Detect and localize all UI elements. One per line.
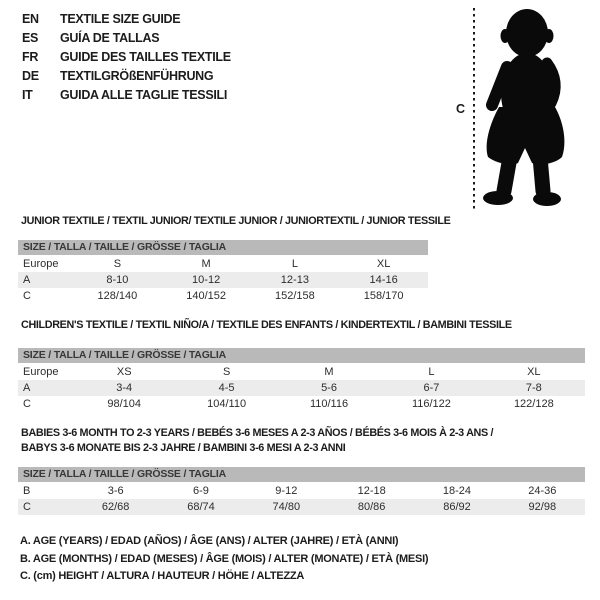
size-cell: 86/92 xyxy=(443,501,471,513)
language-code: FR xyxy=(22,50,39,64)
section-title: BABYS 3-6 MONATE BIS 2-3 JAHRE / BAMBINI… xyxy=(21,442,346,454)
language-title: GUIDE DES TAILLES TEXTILE xyxy=(60,50,231,64)
size-cell: 80/86 xyxy=(357,501,386,513)
size-cell: M xyxy=(324,366,334,378)
size-cell: 24-36 xyxy=(528,485,557,497)
table-row: A 3-4 4-5 5-6 6-7 7-8 xyxy=(18,380,585,396)
note-age-years: A. AGE (YEARS) / EDAD (AÑOS) / ÂGE (ANS)… xyxy=(20,535,399,547)
size-cell: 122/128 xyxy=(513,398,554,410)
junior-size-section: JUNIOR TEXTILE / TEXTIL JUNIOR/ TEXTILE … xyxy=(18,214,451,304)
row-label: A xyxy=(23,382,31,394)
size-cell: 14-16 xyxy=(369,274,398,286)
size-cell: 74/80 xyxy=(272,501,301,513)
language-code: ES xyxy=(22,31,39,45)
row-label: Europe xyxy=(23,366,59,378)
size-cell: 8-10 xyxy=(106,274,129,286)
size-cell: 158/170 xyxy=(363,290,404,302)
note-age-months: B. AGE (MONTHS) / EDAD (MESES) / ÂGE (MO… xyxy=(20,552,429,565)
size-cell: L xyxy=(291,258,298,270)
section-title: CHILDREN'S TEXTILE / TEXTIL NIÑO/A / TEX… xyxy=(21,319,512,331)
size-cell: 3-6 xyxy=(107,485,124,497)
row-label: C xyxy=(23,290,31,302)
language-row-en: EN TEXTILE SIZE GUIDE xyxy=(22,10,231,29)
size-cell: XS xyxy=(116,366,132,378)
row-label: C xyxy=(23,501,31,513)
language-row-it: IT GUIDA ALLE TAGLIE TESSILI xyxy=(22,86,231,105)
size-cell: 6-7 xyxy=(423,382,440,394)
table-header-bar: SIZE / TALLA / TAILLE / GRÖSSE / TAGLIA xyxy=(18,348,585,363)
row-label: Europe xyxy=(23,258,59,270)
table-row: C 128/140 140/152 152/158 158/170 xyxy=(18,288,428,304)
size-cell: L xyxy=(428,366,435,378)
language-row-es: ES GUÍA DE TALLAS xyxy=(22,29,231,48)
language-code: IT xyxy=(22,88,33,102)
size-cell: S xyxy=(113,258,122,270)
baby-silhouette-icon xyxy=(483,9,565,206)
size-cell: 62/68 xyxy=(101,501,130,513)
note-height: C. (cm) HEIGHT / ALTURA / HAUTEUR / HÖHE… xyxy=(20,570,305,582)
size-table: SIZE / TALLA / TAILLE / GRÖSSE / TAGLIA E… xyxy=(18,240,428,304)
size-cell: XL xyxy=(527,366,541,378)
size-cell: 9-12 xyxy=(275,485,298,497)
table-header-bar: SIZE / TALLA / TAILLE / GRÖSSE / TAGLIA xyxy=(18,467,585,482)
language-code: EN xyxy=(22,12,39,26)
size-table: SIZE / TALLA / TAILLE / GRÖSSE / TAGLIA B… xyxy=(18,467,585,515)
language-row-de: DE TEXTILGRÖßENFÜHRUNG xyxy=(22,67,231,86)
size-cell: 92/98 xyxy=(528,501,557,513)
height-measure-label: C xyxy=(456,102,466,116)
size-cell: 12-13 xyxy=(280,274,309,286)
size-cell: 128/140 xyxy=(97,290,138,302)
row-label: A xyxy=(23,274,31,286)
language-title-block: EN TEXTILE SIZE GUIDE ES GUÍA DE TALLAS … xyxy=(22,10,231,105)
language-row-fr: FR GUIDE DES TAILLES TEXTILE xyxy=(22,48,231,67)
size-cell: 7-8 xyxy=(525,382,542,394)
table-row: A 8-10 10-12 12-13 14-16 xyxy=(18,272,428,288)
size-cell: 68/74 xyxy=(187,501,215,513)
size-cell: 140/152 xyxy=(186,290,226,302)
language-title: GUÍA DE TALLAS xyxy=(60,31,160,45)
size-cell: 4-5 xyxy=(218,382,235,394)
size-cell: 3-4 xyxy=(116,382,133,394)
table-row: Europe S M L XL xyxy=(18,256,428,272)
table-row: C 98/104 104/110 110/116 116/122 122/128 xyxy=(18,396,585,412)
language-code: DE xyxy=(22,69,39,83)
language-title: TEXTILGRÖßENFÜHRUNG xyxy=(60,69,214,83)
size-cell: S xyxy=(222,366,231,378)
row-label: B xyxy=(23,485,31,497)
size-cell: 12-18 xyxy=(357,485,386,497)
size-cell: M xyxy=(201,258,211,270)
section-title: BABIES 3-6 MONTH TO 2-3 YEARS / BEBÉS 3-… xyxy=(21,427,494,439)
babies-size-section: BABIES 3-6 MONTH TO 2-3 YEARS / BEBÉS 3-… xyxy=(18,426,585,515)
size-cell: 110/116 xyxy=(309,398,349,410)
height-measure-line xyxy=(473,8,475,210)
row-label: C xyxy=(23,398,31,410)
size-cell: 98/104 xyxy=(107,398,142,410)
size-cell: 6-9 xyxy=(193,485,209,497)
size-cell: XL xyxy=(376,258,391,270)
size-cell: 152/158 xyxy=(274,290,315,302)
legend-notes: A. AGE (YEARS) / EDAD (AÑOS) / ÂGE (ANS)… xyxy=(20,533,429,586)
size-cell: 104/110 xyxy=(207,398,247,410)
language-title: GUIDA ALLE TAGLIE TESSILI xyxy=(60,88,228,102)
size-table: SIZE / TALLA / TAILLE / GRÖSSE / TAGLIA E… xyxy=(18,348,585,412)
table-header-bar: SIZE / TALLA / TAILLE / GRÖSSE / TAGLIA xyxy=(18,240,428,255)
table-row: Europe XS S M L XL xyxy=(18,364,585,380)
table-row: B 3-6 6-9 9-12 12-18 18-24 24-36 xyxy=(18,483,585,499)
section-title: JUNIOR TEXTILE / TEXTIL JUNIOR/ TEXTILE … xyxy=(21,215,451,227)
language-title: TEXTILE SIZE GUIDE xyxy=(60,12,181,26)
size-cell: 116/122 xyxy=(411,398,451,410)
size-cell: 18-24 xyxy=(442,485,472,497)
children-size-section: CHILDREN'S TEXTILE / TEXTIL NIÑO/A / TEX… xyxy=(18,318,585,412)
table-row: C 62/68 68/74 74/80 80/86 86/92 92/98 xyxy=(18,499,585,515)
size-cell: 5-6 xyxy=(321,382,337,394)
size-cell: 10-12 xyxy=(192,274,221,286)
